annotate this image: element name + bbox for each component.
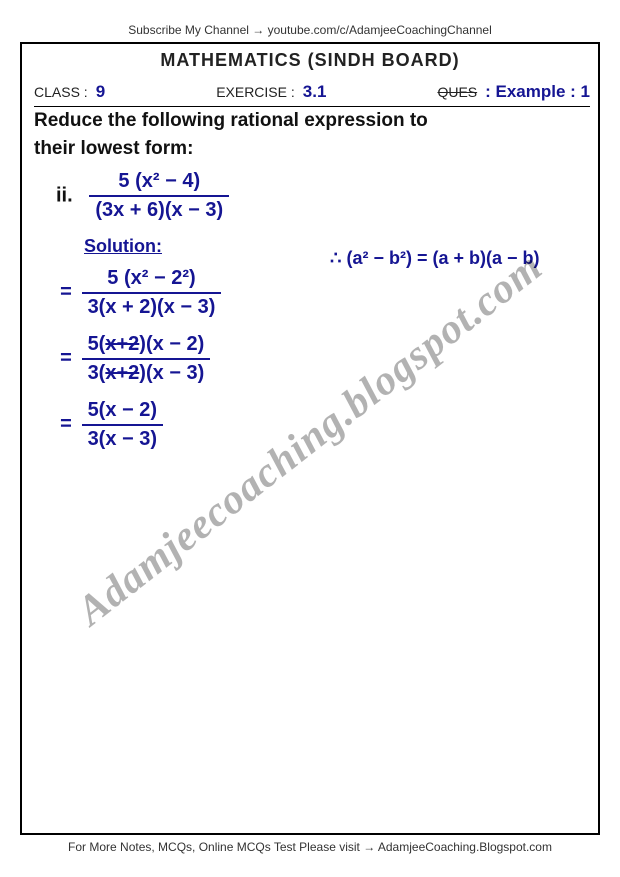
step2-num-b: )(x − 2) [139, 333, 204, 355]
identity-aside: ∴ (a² − b²) = (a + b)(a − b) [330, 248, 539, 269]
problem-expression: ii. 5 (x² − 4) (3x + 6)(x − 3) [56, 170, 590, 222]
step2-num: 5(x+2)(x − 2) [82, 333, 211, 360]
prompt-line-2: their lowest form: [34, 138, 590, 160]
class-value: 9 [96, 82, 105, 102]
step2-den-cancel: x+2 [105, 362, 139, 384]
step1-num: 5 (x² − 2²) [82, 267, 222, 294]
exercise-label: EXERCISE : [216, 84, 295, 100]
step2-num-a: 5( [88, 333, 106, 355]
step-3: = 5(x − 2) 3(x − 3) [56, 399, 590, 451]
ques-value: : Example : 1 [485, 82, 590, 102]
problem-fraction: 5 (x² − 4) (3x + 6)(x − 3) [89, 170, 229, 222]
footer-bar: For More Notes, MCQs, Online MCQs Test P… [20, 833, 600, 859]
equals-1: = [56, 281, 76, 304]
step1-den: 3(x + 2)(x − 3) [82, 294, 222, 319]
step2-num-cancel: x+2 [105, 333, 139, 355]
step2-den: 3(x+2)(x − 3) [82, 360, 211, 385]
header-subscribe-bar: Subscribe My Channel → youtube.com/c/Ada… [20, 18, 600, 44]
subscribe-text: Subscribe My Channel → youtube.com/c/Ada… [128, 23, 492, 37]
step2-den-a: 3( [88, 362, 106, 384]
step1-fraction: 5 (x² − 2²) 3(x + 2)(x − 3) [82, 267, 222, 319]
exercise-value: 3.1 [303, 82, 327, 102]
footer-text: For More Notes, MCQs, Online MCQs Test P… [68, 840, 552, 854]
equals-3: = [56, 413, 76, 436]
prompt-line-1: Reduce the following rational expression… [34, 110, 590, 132]
ques-label: QUES [437, 84, 477, 100]
step3-den: 3(x − 3) [82, 426, 163, 451]
problem-numerator: 5 (x² − 4) [89, 170, 229, 197]
problem-denominator: (3x + 6)(x − 3) [89, 197, 229, 222]
class-label: CLASS : [34, 84, 88, 100]
meta-row: CLASS : 9 EXERCISE : 3.1 QUES : Example … [34, 82, 590, 107]
step2-fraction: 5(x+2)(x − 2) 3(x+2)(x − 3) [82, 333, 211, 385]
step3-num: 5(x − 2) [82, 399, 163, 426]
content-area: Reduce the following rational expression… [34, 110, 590, 465]
equals-2: = [56, 347, 76, 370]
page-title: MATHEMATICS (SINDH BOARD) [20, 50, 600, 71]
step3-fraction: 5(x − 2) 3(x − 3) [82, 399, 163, 451]
step-1: = 5 (x² − 2²) 3(x + 2)(x − 3) [56, 267, 590, 319]
step2-den-b: )(x − 3) [139, 362, 204, 384]
problem-tag: ii. [56, 184, 73, 206]
step-2: = 5(x+2)(x − 2) 3(x+2)(x − 3) [56, 333, 590, 385]
